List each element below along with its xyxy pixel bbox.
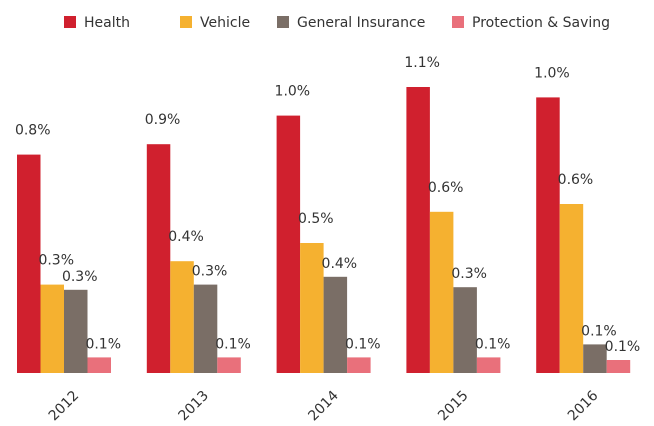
value-label: 0.4%	[322, 256, 358, 272]
bar	[146, 144, 171, 373]
bar	[476, 357, 501, 373]
bar	[276, 115, 301, 373]
bar	[64, 289, 88, 373]
value-label: 0.9%	[145, 112, 181, 128]
x-tick-label: 2014	[305, 388, 342, 425]
value-label: 0.5%	[298, 211, 334, 227]
bar	[300, 243, 324, 373]
value-label: 1.0%	[275, 84, 311, 100]
bar	[606, 360, 631, 373]
legend-swatch	[64, 16, 76, 28]
value-label: 0.6%	[428, 180, 464, 196]
bar	[406, 87, 430, 373]
value-label: 0.8%	[15, 123, 51, 139]
value-label: 0.3%	[451, 266, 487, 282]
bar	[170, 261, 194, 373]
legend-label: General Insurance	[297, 15, 425, 31]
bar	[17, 154, 41, 373]
value-label: 0.3%	[62, 269, 98, 285]
legend-swatch	[452, 16, 464, 28]
bar	[87, 357, 111, 373]
value-label: 0.6%	[558, 172, 594, 188]
bar	[453, 287, 477, 373]
legend-swatch	[180, 16, 192, 28]
value-label: 1.1%	[404, 55, 440, 71]
value-label: 0.1%	[85, 336, 121, 352]
value-label: 0.3%	[38, 253, 74, 269]
legend-label: Health	[84, 15, 130, 31]
value-label: 0.4%	[168, 229, 204, 245]
x-tick-label: 2012	[46, 388, 83, 425]
value-label: 1.0%	[534, 65, 570, 81]
bar	[347, 357, 371, 373]
x-tick-label: 2016	[565, 388, 602, 425]
bar	[429, 211, 454, 373]
value-label: 0.1%	[475, 336, 511, 352]
bar	[536, 97, 560, 374]
value-label: 0.1%	[215, 336, 251, 352]
bar	[583, 344, 607, 373]
bar	[193, 284, 218, 373]
legend-label: Protection & Saving	[472, 15, 610, 31]
x-tick-label: 2013	[176, 388, 213, 425]
bar	[40, 284, 64, 373]
value-label: 0.1%	[345, 336, 381, 352]
value-label: 0.3%	[192, 264, 228, 280]
bar	[323, 276, 348, 373]
x-tick-label: 2015	[435, 388, 472, 425]
bar	[559, 204, 584, 373]
bar	[217, 357, 241, 373]
value-label: 0.1%	[581, 323, 617, 339]
legend-swatch	[277, 16, 289, 28]
value-label: 0.1%	[605, 339, 641, 355]
legend-label: Vehicle	[200, 15, 250, 31]
